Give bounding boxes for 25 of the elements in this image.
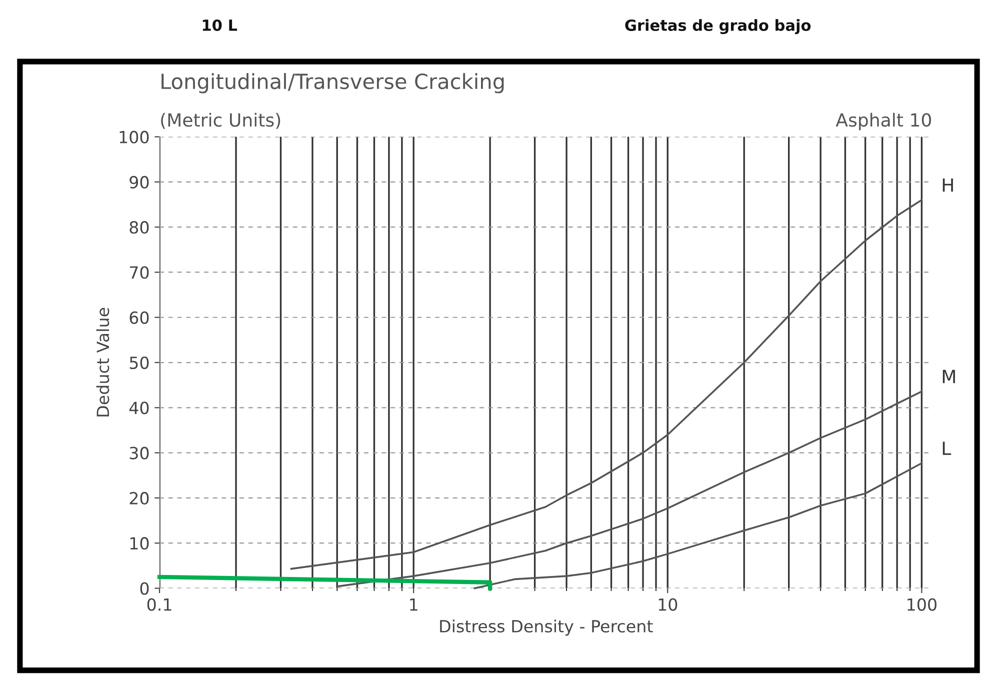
chart-title: Longitudinal/Transverse Cracking: [162, 73, 504, 94]
y-tick-label: 60: [130, 311, 149, 324]
x-tick-label: 10: [658, 598, 678, 611]
y-tick-label: 100: [120, 130, 149, 144]
y-tick-label: 50: [130, 356, 149, 370]
text: Asphalt 10: [836, 112, 931, 130]
text: 10 L: [202, 19, 238, 31]
y-tick-label: 70: [130, 266, 149, 279]
x-tick-label: 100: [908, 598, 936, 611]
y-tick-label: 40: [129, 402, 149, 414]
y-tick-label: 20: [130, 492, 149, 505]
text: Grietas de grado bajo: [625, 19, 811, 34]
y-tick-label: 80: [130, 221, 149, 234]
x-tick-label: 0.1: [147, 598, 172, 611]
series-label: L: [942, 442, 952, 455]
y-tick-label: 10: [130, 537, 149, 550]
chart-subtitle: (Metric Units): [161, 112, 280, 129]
y-tick-label: 0: [140, 582, 149, 595]
series-label: H: [942, 178, 953, 192]
y-tick-label: 90: [130, 176, 149, 189]
x-axis-title: Distress Density - Percent: [440, 620, 653, 636]
x-tick-label: 1: [410, 598, 418, 611]
series-label: M: [942, 370, 955, 384]
y-tick-label: 30: [130, 446, 149, 460]
y-axis-title: Deduct Value: [96, 308, 110, 416]
